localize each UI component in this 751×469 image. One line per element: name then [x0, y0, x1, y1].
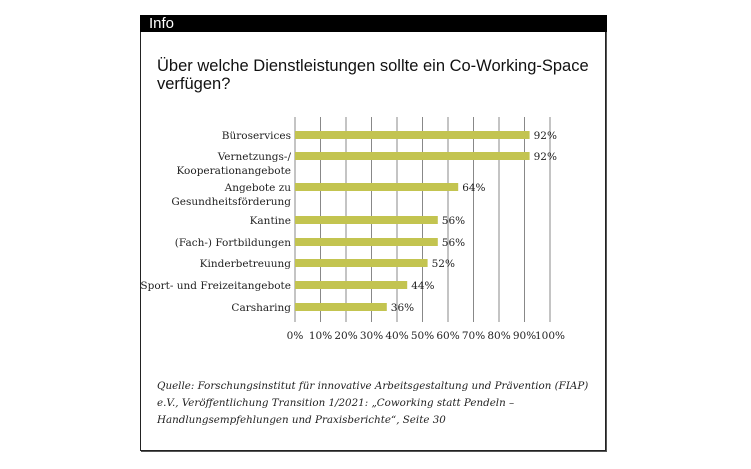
chart-title: Über welche Dienstleistungen sollte ein … — [157, 57, 589, 93]
x-tick-label: 90% — [513, 330, 536, 342]
bar — [295, 131, 530, 139]
bar — [295, 183, 459, 191]
bar — [295, 152, 530, 160]
info-header: Info — [140, 15, 607, 32]
bar — [295, 281, 408, 289]
bar — [295, 259, 428, 267]
bar — [295, 216, 438, 224]
category-label: Kantine — [250, 215, 291, 227]
x-tick-label: 20% — [334, 330, 357, 342]
x-tick-label: 50% — [411, 330, 434, 342]
value-label: 56% — [442, 237, 465, 249]
category-label: Sport- und Freizeitangebote — [140, 280, 291, 292]
value-label: 36% — [391, 302, 414, 314]
category-label: Büroservices — [222, 130, 291, 142]
value-label: 92% — [534, 130, 557, 142]
x-tick-label: 0% — [287, 330, 304, 342]
x-tick-label: 30% — [360, 330, 383, 342]
x-tick-label: 40% — [385, 330, 408, 342]
category-label: Vernetzungs-/ — [217, 151, 292, 163]
category-label: Carsharing — [231, 302, 291, 314]
x-tick-label: 70% — [462, 330, 485, 342]
category-label: Kooperationangebote — [176, 165, 291, 177]
bar — [295, 303, 387, 311]
x-tick-label: 60% — [436, 330, 459, 342]
value-label: 52% — [432, 258, 455, 270]
category-label: (Fach-) Fortbildungen — [175, 237, 291, 249]
value-label: 92% — [534, 151, 557, 163]
info-card — [140, 15, 606, 451]
source-note: Quelle: Forschungsinstitut für innovativ… — [157, 380, 589, 426]
x-tick-label: 100% — [535, 330, 565, 342]
value-label: 64% — [462, 182, 485, 194]
category-label: Kinderbetreuung — [200, 258, 292, 270]
value-label: 44% — [411, 280, 434, 292]
value-label: 56% — [442, 215, 465, 227]
category-label: Gesundheitsförderung — [171, 196, 291, 208]
x-tick-label: 80% — [487, 330, 510, 342]
bar — [295, 238, 438, 246]
category-label: Angebote zu — [224, 182, 292, 194]
x-tick-label: 10% — [309, 330, 332, 342]
